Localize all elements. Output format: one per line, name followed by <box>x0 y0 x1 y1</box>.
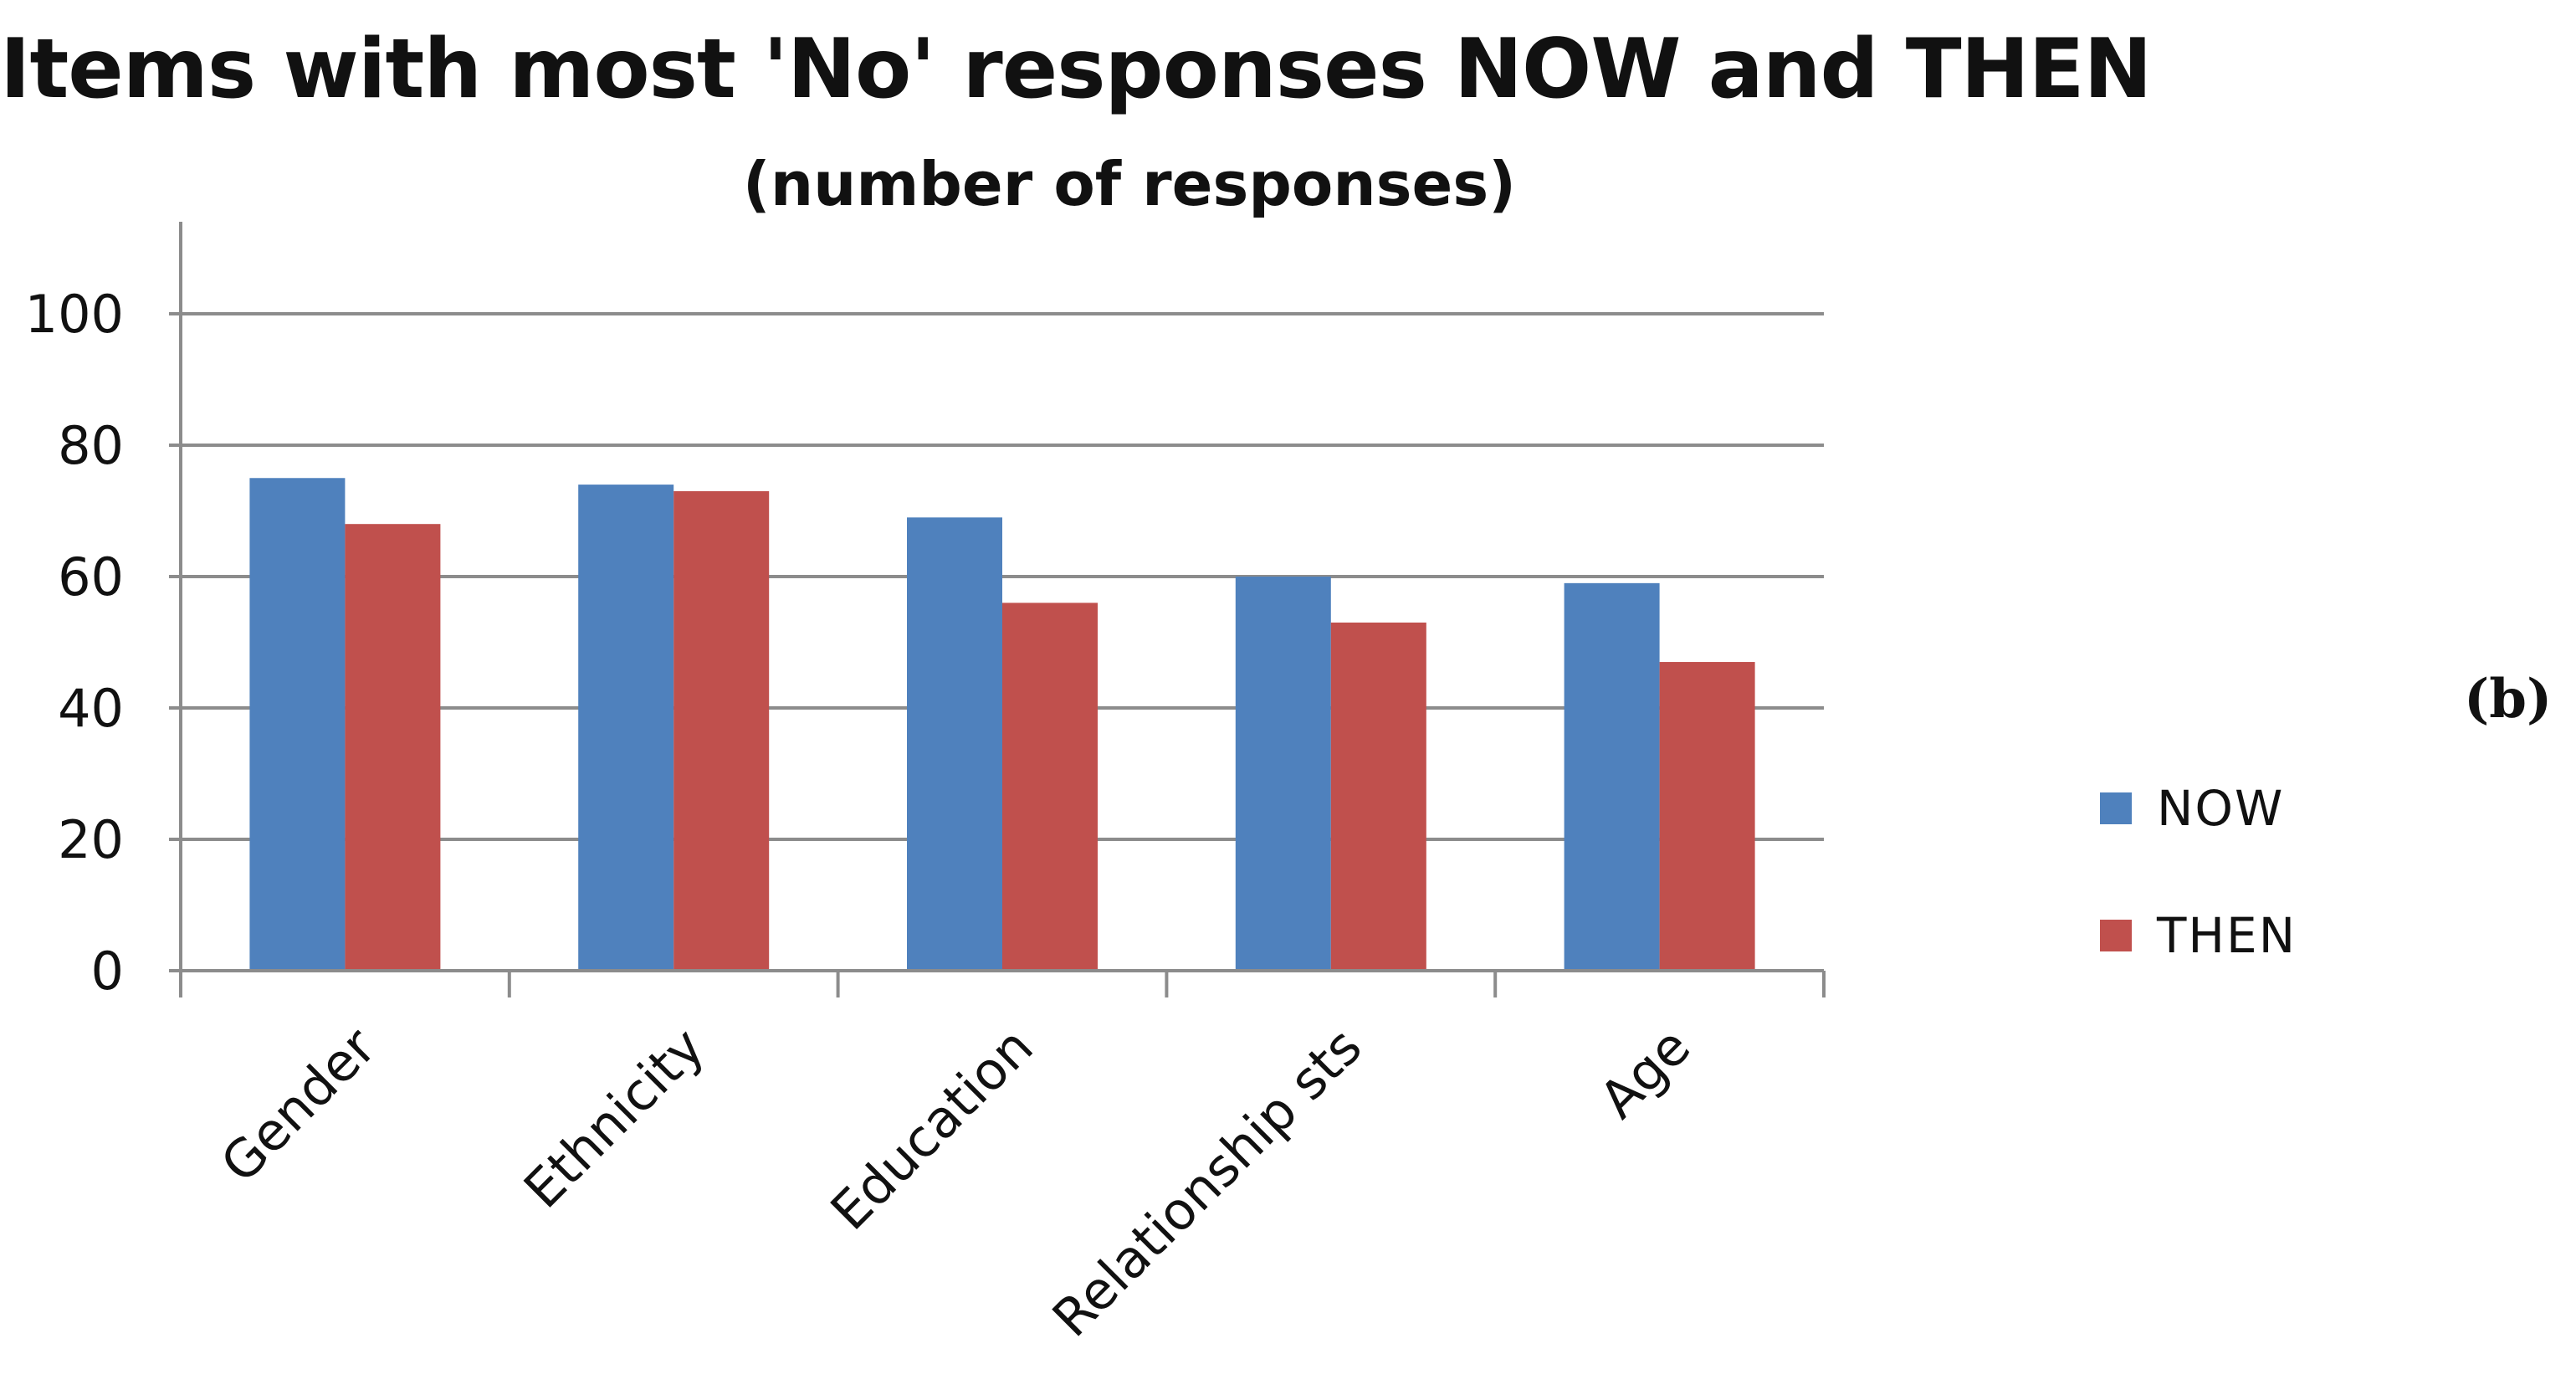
legend-item-now: NOW <box>2100 745 2418 872</box>
legend-swatch-then <box>2100 920 2132 951</box>
x-tick-label-age: Age <box>1588 1016 1702 1130</box>
y-tick-label-40: 40 <box>58 678 124 739</box>
bar-then-relationship-sts <box>1330 622 1426 971</box>
bar-now-gender <box>249 478 346 971</box>
x-tick-label-gender: Gender <box>209 1016 388 1195</box>
bars <box>249 478 1755 971</box>
y-tick-label-60: 60 <box>58 546 124 608</box>
legend-label-then: THEN <box>2157 907 2297 964</box>
y-tick-label-80: 80 <box>58 415 124 476</box>
panel-tag: (b) <box>2464 668 2553 731</box>
gridlines <box>181 312 1824 841</box>
legend-swatch-now <box>2100 792 2132 824</box>
bar-then-gender <box>345 524 441 971</box>
bar-now-relationship-sts <box>1235 577 1331 971</box>
legend-item-then: THEN <box>2100 872 2418 999</box>
y-tick-label-0: 0 <box>91 941 124 1002</box>
y-tick-labels: 0 20 40 60 80 100 <box>25 284 124 1002</box>
y-tick-label-100: 100 <box>25 284 124 345</box>
bar-now-ethnicity <box>578 485 674 971</box>
legend: NOW THEN <box>2100 745 2418 999</box>
x-tick-label-education: Education <box>819 1016 1045 1242</box>
axes <box>169 222 1826 997</box>
bar-now-age <box>1564 582 1660 971</box>
x-tick-label-ethnicity: Ethnicity <box>512 1016 716 1220</box>
x-tick-label-relationship-sts: Relationship sts <box>1041 1016 1374 1349</box>
chart-title: Items with most 'No' responses NOW and T… <box>0 22 2153 117</box>
chart-subtitle: (number of responses) <box>742 149 1517 219</box>
y-tick-label-20: 20 <box>58 809 124 870</box>
legend-label-now: NOW <box>2157 780 2285 837</box>
bar-now-education <box>907 517 1002 971</box>
bar-then-age <box>1659 662 1755 971</box>
bar-then-ethnicity <box>673 490 770 971</box>
bar-then-education <box>1002 603 1098 971</box>
